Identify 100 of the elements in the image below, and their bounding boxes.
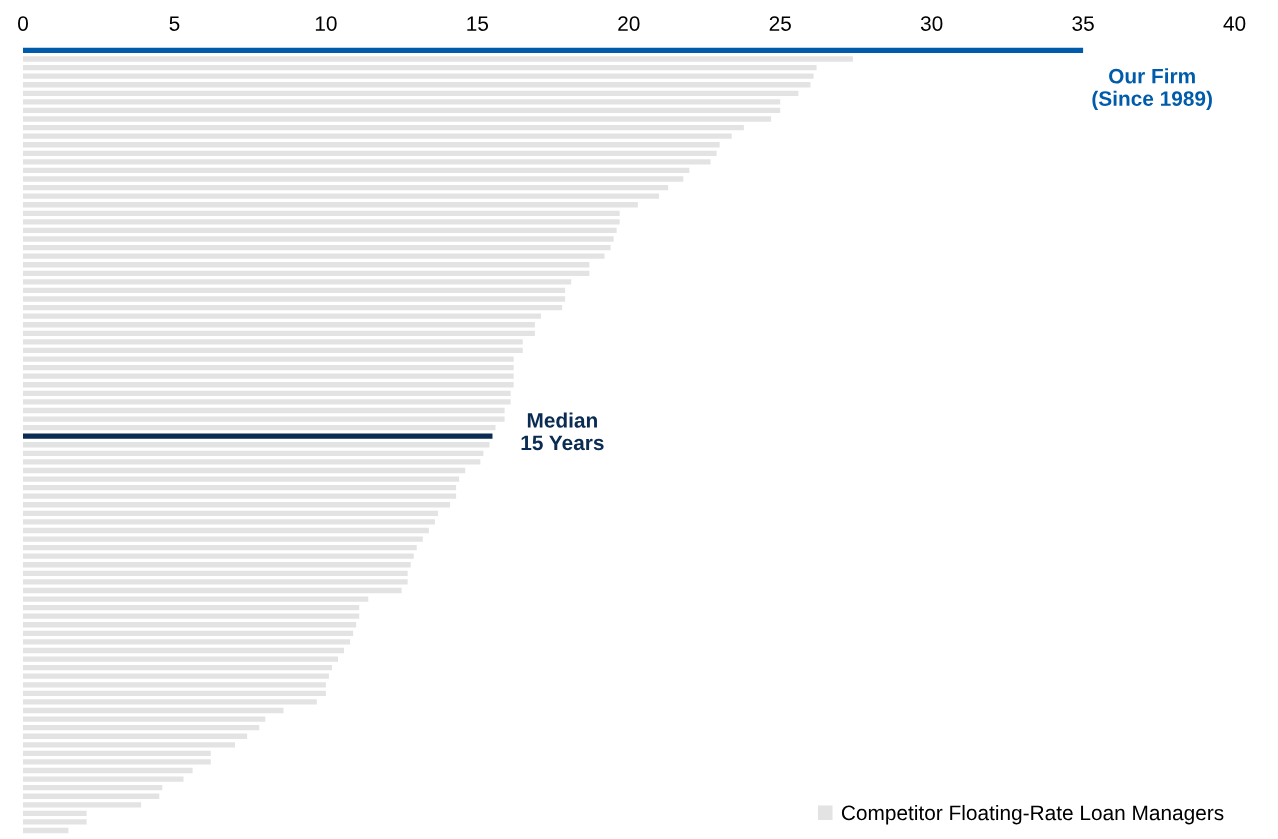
- bar: [23, 347, 523, 354]
- bar: [23, 639, 351, 645]
- bar: [23, 510, 438, 516]
- bar: [23, 767, 193, 774]
- bar: [23, 339, 523, 345]
- x-tick-label: 10: [315, 16, 337, 31]
- bar: [23, 544, 417, 551]
- bar: [23, 724, 260, 731]
- bar: [23, 699, 317, 705]
- bar: [23, 484, 457, 491]
- bar: [23, 382, 514, 388]
- bar: [23, 450, 484, 456]
- bar: [23, 536, 423, 542]
- bar: [23, 733, 248, 739]
- bar: [23, 819, 87, 825]
- bar: [23, 193, 660, 199]
- bar: [23, 390, 511, 396]
- bar: [23, 244, 611, 251]
- bar: [23, 433, 493, 439]
- bar: [23, 570, 408, 576]
- bar: [23, 707, 284, 714]
- bar: [23, 90, 799, 96]
- bar: [23, 253, 605, 259]
- bar: [23, 664, 332, 671]
- bar: [23, 296, 566, 302]
- x-tick-label: 15: [467, 16, 489, 31]
- bar: [23, 210, 620, 216]
- bar: [23, 613, 360, 619]
- bar: [23, 827, 69, 834]
- bar: [23, 304, 563, 311]
- bar: [23, 99, 781, 105]
- bar: [23, 622, 357, 628]
- x-tick-label: 40: [1223, 16, 1246, 31]
- bar: [23, 690, 326, 697]
- bar: [23, 279, 572, 285]
- bar: [23, 759, 211, 765]
- bar: [23, 596, 369, 602]
- bar: [23, 587, 402, 594]
- bar: [23, 364, 514, 371]
- bar: [23, 322, 535, 328]
- bar: [23, 64, 817, 71]
- bar: [23, 442, 490, 448]
- bar: [23, 107, 781, 114]
- bar: [23, 416, 505, 422]
- bar: [23, 562, 411, 568]
- legend-label: Competitor Floating-Rate Loan Managers: [841, 804, 1224, 825]
- bar: [23, 682, 326, 688]
- bar: [23, 656, 339, 662]
- bar: [23, 459, 481, 465]
- bar: [23, 527, 429, 534]
- bar: [23, 647, 345, 654]
- x-tick-label: 30: [920, 16, 943, 31]
- x-tick-label: 5: [169, 16, 180, 31]
- bar: [23, 287, 566, 294]
- bar: [23, 399, 511, 405]
- bar: [23, 802, 142, 808]
- bar: [23, 467, 466, 474]
- bar: [23, 167, 690, 174]
- bar: [23, 176, 684, 182]
- bar: [23, 313, 541, 319]
- bar: [23, 184, 669, 191]
- x-tick-label: 35: [1072, 16, 1094, 31]
- bar: [23, 262, 590, 268]
- bar: [23, 604, 360, 611]
- bar: [23, 476, 460, 482]
- bar: [23, 519, 435, 525]
- bar: [23, 793, 160, 799]
- bar: [23, 424, 496, 431]
- bar: [23, 47, 1084, 54]
- bar: [23, 159, 711, 165]
- annotation: Our Firm (Since 1989): [1092, 68, 1212, 111]
- bar: [23, 579, 408, 585]
- bar: [23, 202, 638, 208]
- bar: [23, 785, 163, 791]
- bar: [23, 124, 744, 131]
- bar: [23, 236, 614, 242]
- bar: [23, 673, 329, 679]
- bar: [23, 810, 87, 817]
- x-tick-label: 25: [769, 16, 791, 31]
- bar: [23, 553, 414, 559]
- bar: [23, 270, 590, 276]
- bar: [23, 502, 451, 508]
- bar: [23, 493, 457, 499]
- bar: [23, 716, 266, 722]
- bar: [23, 116, 772, 122]
- bar: [23, 133, 732, 139]
- bar: [23, 82, 811, 88]
- bar: [23, 73, 814, 79]
- bar: [23, 56, 853, 62]
- bar: [23, 630, 354, 637]
- bar: [23, 330, 535, 336]
- bar: [23, 407, 505, 414]
- bar: [23, 219, 620, 225]
- x-tick-label: 20: [618, 16, 640, 31]
- bar: [23, 142, 720, 148]
- bar: [23, 776, 184, 782]
- bar: [23, 373, 514, 379]
- bar: [23, 742, 236, 748]
- bar: [23, 150, 717, 156]
- bar: [23, 356, 514, 362]
